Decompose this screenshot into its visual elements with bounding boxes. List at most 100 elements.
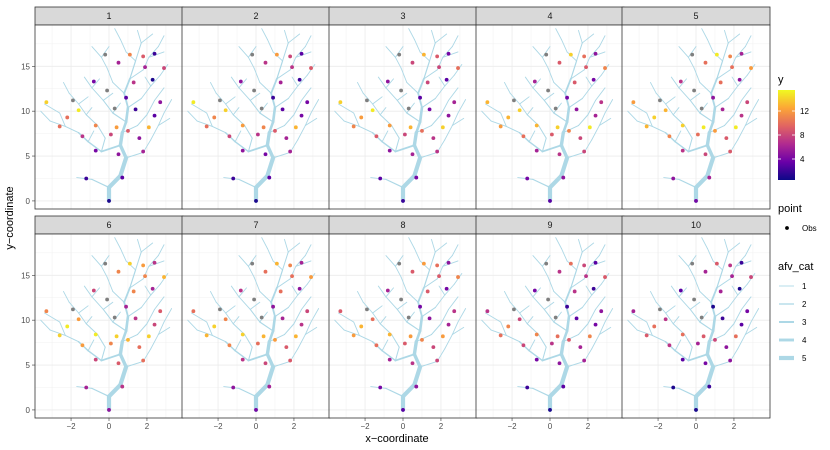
network-segment: [396, 92, 408, 101]
data-point: [112, 315, 117, 320]
network-segment: [565, 315, 571, 333]
stream-network: [481, 237, 614, 413]
network-segment: [127, 98, 142, 109]
network-segment: [674, 339, 682, 352]
data-point: [631, 100, 636, 105]
network-segment: [357, 81, 364, 94]
y-tick-label: 0: [26, 197, 31, 206]
data-point: [284, 136, 289, 140]
network-segment: [353, 321, 360, 336]
network-segment: [727, 33, 741, 44]
network-segment: [304, 321, 312, 335]
network-segment: [267, 120, 275, 135]
data-point: [711, 304, 715, 309]
y-tick-label: 5: [26, 361, 31, 370]
network-segment: [385, 387, 404, 398]
network-segment: [372, 312, 381, 325]
network-segment: [297, 125, 306, 141]
data-point: [84, 176, 89, 181]
data-point: [365, 98, 369, 103]
data-point: [299, 322, 304, 327]
x-tick-label: 0: [694, 422, 699, 431]
network-segment: [689, 308, 701, 323]
data-point: [690, 261, 695, 266]
network-segment: [505, 125, 521, 134]
data-point: [739, 51, 744, 56]
data-point: [141, 149, 146, 154]
network-segment: [500, 321, 507, 336]
data-point: [544, 261, 549, 266]
network-segment: [541, 46, 551, 58]
network-segment: [372, 103, 381, 116]
data-point: [124, 95, 128, 100]
network-segment: [282, 42, 289, 62]
stream-network: [334, 237, 467, 413]
network-segment: [253, 382, 270, 399]
data-point: [271, 304, 275, 309]
network-segment: [87, 349, 103, 362]
network-segment: [423, 69, 438, 80]
data-point: [365, 307, 369, 312]
network-segment: [268, 334, 285, 343]
network-segment: [274, 307, 289, 318]
network-segment: [157, 35, 165, 47]
network-segment: [438, 285, 446, 296]
data-point: [80, 343, 85, 348]
network-segment: [261, 28, 268, 40]
network-segment: [646, 321, 653, 336]
network-segment: [744, 35, 752, 47]
network-segment: [710, 77, 718, 95]
network-segment: [509, 92, 521, 105]
data-point: [146, 334, 151, 339]
data-point: [267, 175, 272, 180]
network-segment: [157, 117, 171, 126]
data-point: [703, 361, 708, 366]
data-point: [152, 51, 157, 56]
network-segment: [532, 78, 541, 89]
network-segment: [735, 255, 746, 267]
network-segment: [343, 120, 360, 127]
x-tick-label: 2: [292, 422, 297, 431]
data-point: [667, 343, 672, 348]
data-point: [591, 77, 596, 82]
color-bar: [778, 90, 795, 180]
data-point: [699, 315, 704, 320]
data-point: [374, 343, 379, 348]
data-point: [418, 95, 422, 100]
network-segment: [589, 260, 606, 267]
network-segment: [532, 178, 551, 189]
data-point: [593, 260, 598, 265]
network-segment: [123, 92, 129, 109]
data-point: [452, 309, 457, 314]
network-segment: [589, 255, 600, 267]
stream-network: [481, 28, 614, 204]
data-point: [525, 385, 530, 390]
data-point: [720, 316, 725, 321]
data-point: [593, 113, 598, 118]
data-point: [555, 334, 560, 339]
network-segment: [412, 352, 422, 369]
network-segment: [705, 352, 715, 369]
network-segment: [259, 81, 272, 94]
network-segment: [687, 144, 709, 153]
network-segment: [100, 46, 110, 58]
data-point: [427, 107, 432, 112]
network-segment: [532, 87, 545, 101]
data-point: [546, 297, 551, 302]
data-point: [267, 384, 272, 389]
network-segment: [418, 106, 424, 124]
data-point: [713, 338, 717, 342]
data-point: [574, 316, 579, 321]
network-segment: [385, 287, 394, 298]
network-segment: [438, 76, 446, 87]
network-segment: [265, 364, 276, 387]
data-point: [103, 52, 108, 57]
data-point: [274, 52, 279, 57]
network-segment: [651, 334, 667, 343]
data-point: [544, 52, 549, 57]
network-segment: [481, 319, 492, 331]
network-segment: [394, 265, 402, 278]
network-segment: [598, 35, 606, 47]
data-point: [410, 269, 415, 274]
data-point: [204, 333, 209, 338]
